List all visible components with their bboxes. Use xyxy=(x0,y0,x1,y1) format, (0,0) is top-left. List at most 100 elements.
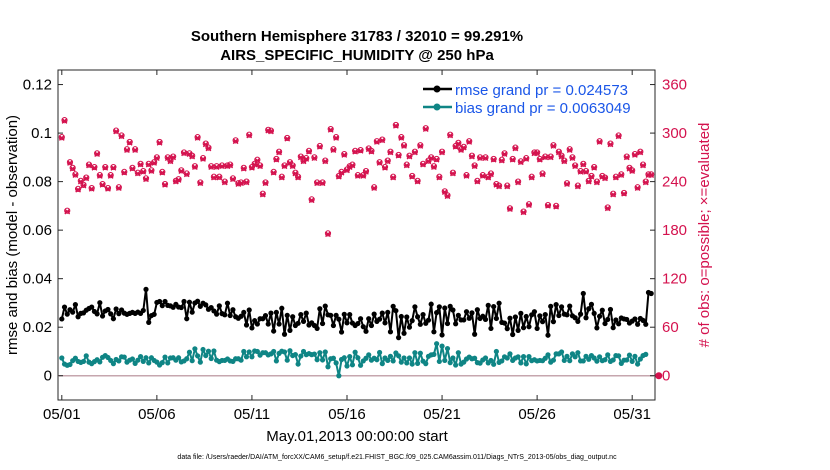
obs-possible-marker xyxy=(170,153,177,160)
obs-evaluated-marker xyxy=(110,164,117,171)
bias-point xyxy=(254,348,260,355)
axis-ticks-group: 05/01 05/06 05/11 05/16 05/21 05/26 05/31 0 0.02… xyxy=(23,70,687,423)
rmse-point xyxy=(110,316,117,322)
obs-evaluated-marker xyxy=(450,170,456,177)
obs-possible-marker xyxy=(123,146,131,153)
rmse-point xyxy=(143,286,149,292)
obs-evaluated-marker xyxy=(558,153,565,160)
obs-possible-marker xyxy=(289,162,296,169)
obs-evaluated-marker xyxy=(338,169,345,176)
bias-point xyxy=(398,359,404,365)
obs-possible-marker xyxy=(265,126,272,133)
obs-evaluated-marker xyxy=(580,161,587,168)
rmse-point xyxy=(268,310,274,316)
bias-point xyxy=(561,357,567,364)
rmse-point xyxy=(632,316,638,322)
obs-possible-marker xyxy=(520,208,527,215)
rmse-point xyxy=(189,309,195,315)
bias-point xyxy=(249,354,255,360)
bias-point xyxy=(610,357,616,363)
obs-evaluated-marker xyxy=(80,182,87,189)
obs-possible-marker xyxy=(631,151,639,158)
x-tick-label: 05/01 xyxy=(43,406,81,423)
rmse-point xyxy=(249,325,255,331)
obs-possible-marker xyxy=(275,148,283,155)
obs-evaluated-marker xyxy=(515,179,522,186)
bias-point xyxy=(439,343,445,349)
obs-evaluated-marker xyxy=(373,139,380,145)
rmse-point xyxy=(376,316,383,322)
bias-point xyxy=(186,349,193,355)
rmse-point xyxy=(643,321,649,327)
bias-point xyxy=(333,360,339,366)
obs-possible-marker xyxy=(121,168,128,176)
obs-evaluated-marker xyxy=(569,155,576,162)
obs-evaluated-marker xyxy=(648,172,655,179)
plot-area xyxy=(57,69,656,401)
obs-possible-marker xyxy=(368,147,375,154)
rmse-point xyxy=(287,327,293,333)
obs-possible-marker xyxy=(153,154,160,161)
rmse-point xyxy=(281,331,288,337)
bias-point xyxy=(325,364,331,370)
obs-possible-marker xyxy=(463,172,470,179)
obs-possible-marker xyxy=(110,163,117,171)
rmse-point xyxy=(610,325,616,331)
obs-possible-marker xyxy=(406,152,413,159)
rmse-point xyxy=(140,307,146,314)
obs-possible-marker xyxy=(384,157,391,164)
obs-possible-marker xyxy=(392,121,399,129)
obs-evaluated-marker xyxy=(232,138,239,145)
bias-point xyxy=(575,350,581,356)
rmse-point xyxy=(336,316,342,322)
rmse-point xyxy=(395,335,402,341)
rmse-point xyxy=(224,300,231,306)
obs-evaluated-marker xyxy=(208,164,215,170)
obs-possible-marker xyxy=(311,154,318,161)
obs-evaluated-marker xyxy=(360,173,367,179)
rmse-point xyxy=(417,321,423,327)
rmse-point xyxy=(596,313,603,319)
rmse-point xyxy=(271,328,277,334)
obs-possible-marker xyxy=(262,179,269,186)
obs-evaluated-marker xyxy=(482,155,489,162)
bias-point xyxy=(434,341,440,347)
obs-evaluated-marker xyxy=(566,147,573,153)
chart-title-line2: AIRS_SPECIFIC_HUMIDITY @ 250 hPa xyxy=(220,47,494,64)
obs-possible-marker xyxy=(362,168,370,175)
rmse-point xyxy=(156,298,163,305)
obs-evaluated-marker xyxy=(341,152,348,158)
obs-evaluated-marker xyxy=(67,160,73,166)
obs-evaluated-marker xyxy=(583,169,589,175)
obs-evaluated-marker xyxy=(211,174,217,181)
obs-possible-marker xyxy=(246,131,253,138)
obs-evaluated-marker xyxy=(295,174,301,181)
obs-evaluated-marker xyxy=(604,205,611,212)
rmse-point xyxy=(241,309,247,316)
obs-evaluated-marker xyxy=(159,169,166,176)
rmse-point xyxy=(510,331,516,338)
rmse-point xyxy=(387,329,394,335)
rmse-point xyxy=(290,314,296,320)
rmse-point xyxy=(347,311,353,318)
obs-evaluated-marker xyxy=(623,154,630,161)
rmse-point xyxy=(246,307,252,313)
obs-evaluated-marker xyxy=(585,178,592,185)
obs-possible-marker xyxy=(96,172,103,179)
x-tick-label: 05/16 xyxy=(328,406,366,423)
obs-evaluated-marker xyxy=(455,140,462,147)
rmse-point xyxy=(105,306,111,313)
obs-evaluated-marker xyxy=(83,175,90,182)
obs-evaluated-marker xyxy=(390,174,397,181)
bias-point xyxy=(203,352,209,359)
rmse-point xyxy=(607,306,614,313)
y-tick-label-left: 0.06 xyxy=(23,222,52,239)
obs-possible-marker xyxy=(390,173,397,180)
obs-possible-marker xyxy=(319,179,326,186)
rmse-point xyxy=(203,302,209,308)
bias-point xyxy=(499,358,505,364)
obs-evaluated-marker xyxy=(414,178,421,185)
obs-possible-marker xyxy=(593,178,600,185)
obs-possible-marker xyxy=(183,170,190,177)
obs-evaluated-marker xyxy=(403,162,410,169)
